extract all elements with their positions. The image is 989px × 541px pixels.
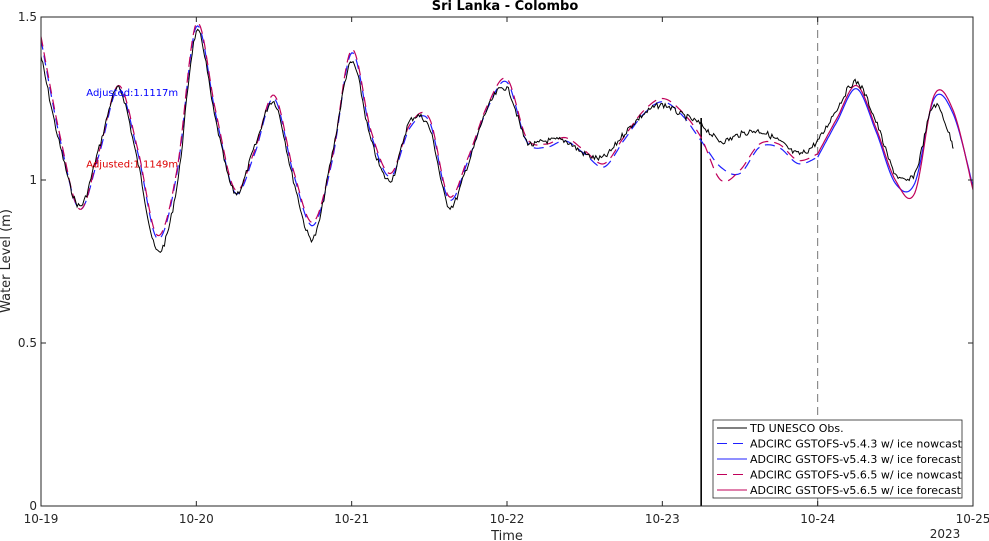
annotation-adjusted-1: Adjusted:1.1117m (86, 88, 178, 99)
x-tick-label: 10-25 (956, 512, 989, 526)
axis-ticks: 10-19 10-20 10-21 10-22 10-23 10-24 10-25 0 0.5 1… (18, 10, 989, 526)
x-tick-label: 10-21 (334, 512, 369, 526)
series-line-4 (40, 21, 818, 237)
year-label: 2023 (930, 527, 961, 541)
plot-area (40, 17, 974, 506)
x-tick-label: 10-24 (800, 512, 835, 526)
legend-label-4: ADCIRC GSTOFS-v5.6.5 w/ ice nowcast (750, 469, 963, 482)
series-line-3 (817, 88, 974, 193)
x-axis-label: Time (490, 529, 523, 541)
legend-label-2: ADCIRC GSTOFS-v5.4.3 w/ ice nowcast (750, 438, 963, 451)
legend-label-5: ADCIRC GSTOFS-v5.6.5 w/ ice forecast (750, 484, 962, 497)
legend-label-3: ADCIRC GSTOFS-v5.4.3 w/ ice forecast (750, 453, 962, 466)
x-tick-label: 10-22 (490, 512, 525, 526)
series-line-5 (817, 84, 974, 200)
legend-label-1: TD UNESCO Obs. (749, 422, 844, 435)
y-tick-label: 0 (29, 499, 37, 513)
annotation-adjusted-2: Adjusted:1.1149m (86, 160, 178, 171)
y-tick-label: 1.5 (18, 10, 37, 24)
x-tick-label: 10-23 (645, 512, 680, 526)
series-line-1 (40, 28, 954, 253)
legend-box (712, 419, 963, 499)
y-axis-label: Water Level (m) (0, 209, 14, 313)
x-tick-label: 10-19 (24, 512, 59, 526)
y-tick-label: 1 (29, 173, 37, 187)
x-tick-label: 10-20 (179, 512, 214, 526)
chart-title: Sri Lanka - Colombo (432, 0, 579, 14)
legend: TD UNESCO Obs. ADCIRC GSTOFS-v5.4.3 w/ ic… (712, 419, 963, 499)
y-tick-label: 0.5 (18, 336, 37, 350)
